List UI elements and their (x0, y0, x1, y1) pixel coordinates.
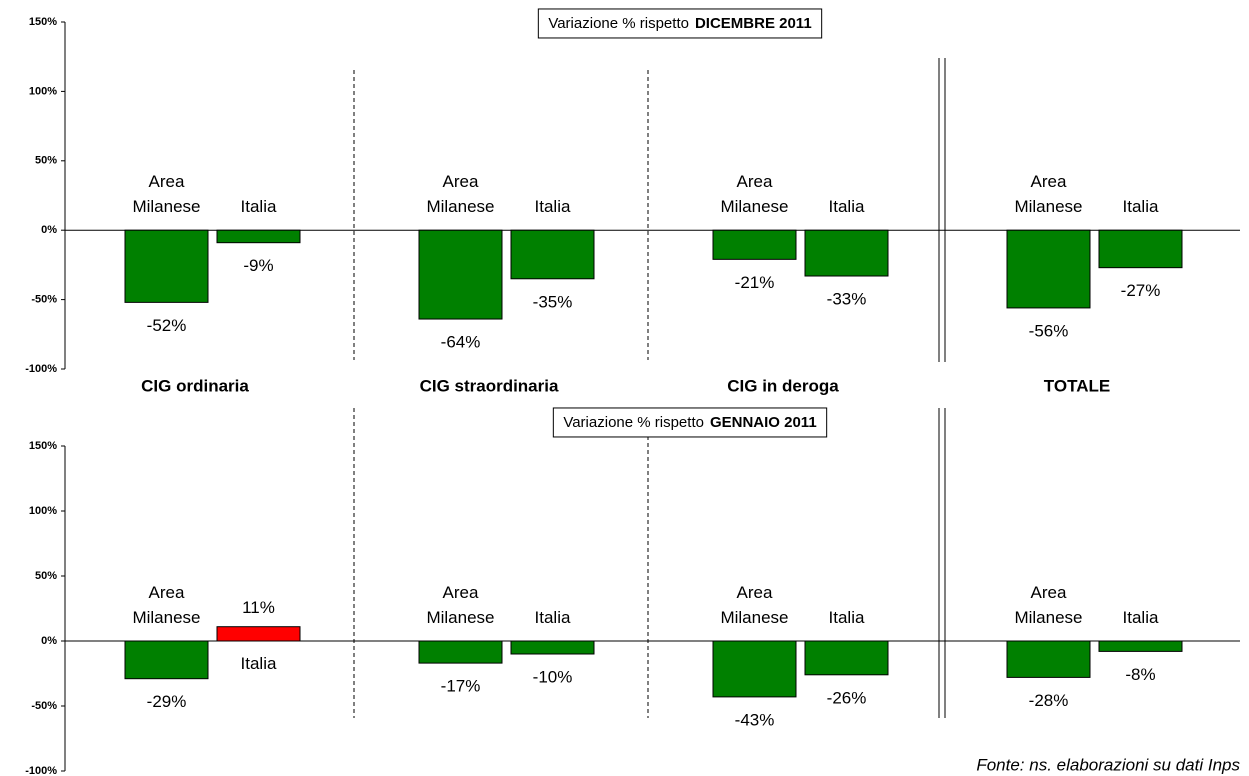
data-label: -17% (441, 677, 481, 696)
data-label: -43% (735, 710, 775, 729)
group-label: CIG straordinaria (420, 376, 559, 395)
series-label-line: Area (443, 173, 479, 192)
series-label: Italia (829, 608, 865, 627)
title-emphasis: DICEMBRE 2011 (695, 15, 812, 32)
data-label: -26% (827, 688, 867, 707)
series-label: Italia (535, 608, 571, 627)
series-label-line: Area (1031, 583, 1067, 602)
data-label: -56% (1029, 321, 1069, 340)
data-label: -28% (1029, 691, 1069, 710)
series-label-line: Milanese (720, 608, 788, 627)
series-label: Italia (535, 198, 571, 217)
series-label-line: Italia (1123, 198, 1159, 217)
y-tick-label: 50% (35, 155, 57, 167)
series-label: Italia (1123, 198, 1159, 217)
data-label: -10% (533, 667, 573, 686)
series-label-line: Area (149, 583, 185, 602)
series-label-line: Italia (829, 608, 865, 627)
series-label-line: Italia (241, 654, 277, 673)
chart-title: Variazione % rispetto DICEMBRE 2011 (548, 15, 811, 32)
series-label: Area Milanese (1014, 173, 1082, 217)
bar (216, 626, 301, 642)
series-label-line: Area (149, 173, 185, 192)
group-label: CIG in deroga (727, 376, 839, 395)
bar (1006, 640, 1091, 678)
series-label-line: Area (737, 583, 773, 602)
bar (712, 640, 797, 698)
series-label: Area Milanese (426, 173, 494, 217)
data-label: -9% (243, 256, 273, 275)
bar (124, 229, 209, 303)
group-label: TOTALE (1044, 376, 1110, 395)
bar (712, 229, 797, 260)
series-label-line: Area (443, 583, 479, 602)
data-label: 11% (242, 598, 275, 617)
bar (1098, 640, 1183, 652)
series-label: Area Milanese (426, 583, 494, 627)
chart-title: Variazione % rispetto GENNAIO 2011 (563, 414, 816, 431)
series-label-line: Milanese (1014, 608, 1082, 627)
y-tick-label: 50% (35, 570, 57, 582)
bar (1098, 229, 1183, 269)
bar (804, 640, 889, 676)
series-label-line: Milanese (1014, 198, 1082, 217)
data-label: -27% (1121, 281, 1161, 300)
series-label-line: Italia (829, 198, 865, 217)
series-label: Italia (829, 198, 865, 217)
series-label-line: Area (1031, 173, 1067, 192)
source-note: Fonte: ns. elaborazioni su dati Inps (976, 755, 1240, 774)
bar (124, 640, 209, 680)
series-label-line: Italia (535, 608, 571, 627)
series-label-line: Milanese (426, 198, 494, 217)
y-tick-label: 100% (29, 85, 57, 97)
data-label: -35% (533, 292, 573, 311)
bar (804, 229, 889, 277)
y-tick-label: -100% (25, 363, 57, 375)
bar (1006, 229, 1091, 309)
series-label-line: Milanese (426, 608, 494, 627)
series-label-line: Area (737, 173, 773, 192)
series-label-line: Italia (535, 198, 571, 217)
title-text: Variazione % rispetto (548, 15, 689, 32)
y-tick-label: 100% (29, 505, 57, 517)
group-label: CIG ordinaria (141, 376, 249, 395)
data-label: -29% (147, 692, 187, 711)
series-label-line: Milanese (720, 198, 788, 217)
data-label: -8% (1125, 665, 1155, 684)
series-label: Italia (241, 198, 277, 217)
title-text: Variazione % rispetto (563, 414, 704, 431)
y-tick-label: -100% (25, 765, 57, 776)
y-tick-label: 0% (41, 635, 57, 647)
bar (418, 229, 503, 320)
bar (418, 640, 503, 664)
title-box (552, 407, 828, 438)
y-tick-label: 0% (41, 224, 57, 236)
title-emphasis: GENNAIO 2011 (710, 414, 817, 431)
y-tick-label: 150% (29, 440, 57, 452)
bar (510, 640, 595, 655)
series-label: Area Milanese (132, 583, 200, 627)
data-label: -33% (827, 289, 867, 308)
y-tick-label: -50% (31, 700, 57, 712)
series-label: Area Milanese (1014, 583, 1082, 627)
series-label: Italia (1123, 608, 1159, 627)
series-label-line: Italia (241, 198, 277, 217)
series-label-line: Milanese (132, 608, 200, 627)
y-tick-label: 150% (29, 16, 57, 28)
title-box (537, 8, 823, 39)
data-label: -21% (735, 273, 775, 292)
series-label: Area Milanese (720, 173, 788, 217)
series-label: Area Milanese (132, 173, 200, 217)
series-label: Italia (241, 654, 277, 673)
bar (216, 229, 301, 244)
series-label-line: Milanese (132, 198, 200, 217)
bar (510, 229, 595, 280)
data-label: -52% (147, 316, 187, 335)
y-tick-label: -50% (31, 294, 57, 306)
data-label: -64% (441, 333, 481, 352)
series-label: Area Milanese (720, 583, 788, 627)
series-label-line: Italia (1123, 608, 1159, 627)
